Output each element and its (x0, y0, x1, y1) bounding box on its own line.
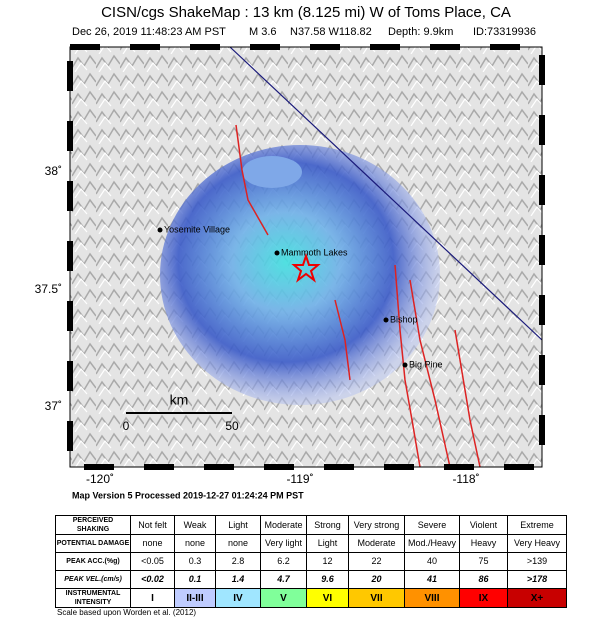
table-cell: 2.8 (215, 552, 261, 571)
lat-label: 37.5˚ (35, 282, 62, 296)
table-cell: 86 (459, 570, 508, 589)
scale-unit: km (170, 392, 189, 408)
table-cell: Severe (404, 515, 460, 535)
table-cell: none (215, 534, 261, 553)
place-dot (402, 362, 408, 368)
boundary (229, 46, 543, 341)
place-label: Big Pine (409, 359, 443, 369)
table-row: PERCEIVED SHAKING Not felt Weak Light Modera… (55, 515, 567, 535)
table-cell: Weak (174, 515, 216, 535)
frame (69, 46, 543, 468)
event-id: ID:73319936 (473, 26, 536, 38)
row-label: INSTRUMENTAL INTENSITY (55, 588, 131, 608)
epicenter (291, 252, 321, 283)
table-row: PEAK ACC.(%g) <0.05 0.3 2.8 6.2 12 22 40 75 >139 (55, 552, 567, 571)
table-cell: Moderate (348, 534, 405, 553)
place-label: Yosemite Village (164, 224, 230, 234)
scale-bar: km 0 50 (123, 392, 239, 433)
table-cell: Very light (260, 534, 307, 553)
scale-end: 50 (225, 419, 239, 433)
table-cell: 12 (306, 552, 349, 571)
faults (235, 124, 481, 468)
lon-label: -118˚ (452, 472, 479, 486)
table-cell: VI (306, 588, 349, 608)
table-cell: VIII (404, 588, 460, 608)
table-cell: none (174, 534, 216, 553)
table-cell: IX (459, 588, 508, 608)
table-cell: >178 (507, 570, 567, 589)
place-dot (383, 317, 389, 323)
place-dot (274, 250, 280, 256)
table-cell: 20 (348, 570, 405, 589)
row-label: PERCEIVED SHAKING (55, 515, 131, 535)
intensity-table: PERCEIVED SHAKING Not felt Weak Light Modera… (55, 515, 567, 608)
table-cell: 0.3 (174, 552, 216, 571)
table-cell: Not felt (130, 515, 175, 535)
depth: Depth: 9.9km (388, 26, 453, 38)
table-cell: Extreme (507, 515, 567, 535)
note: Scale based upon Worden et al. (2012) (57, 608, 197, 617)
title: CISN/cgs ShakeMap : 13 km (8.125 mi) W o… (101, 4, 511, 21)
scale-start: 0 (123, 419, 130, 433)
table-row: PEAK VEL.(cm/s) <0.02 0.1 1.4 4.7 9.6 20 41 86 >1… (55, 570, 567, 589)
table-cell: Moderate (260, 515, 307, 535)
lat-label: 37˚ (45, 399, 62, 413)
lon-label: -120˚ (86, 472, 114, 486)
table-cell: <0.02 (130, 570, 175, 589)
table-cell: VII (348, 588, 405, 608)
table-row: INSTRUMENTAL INTENSITY I II-III IV V VI VII VII… (55, 588, 567, 608)
lon-label: -119˚ (286, 472, 313, 486)
table-cell: 41 (404, 570, 460, 589)
version: Map Version 5 Processed 2019-12-27 01:24… (72, 490, 304, 500)
table-cell: Light (306, 534, 349, 553)
table-cell: 6.2 (260, 552, 307, 571)
table-cell: Heavy (459, 534, 508, 553)
table-cell: II-III (174, 588, 216, 608)
place-dot (157, 227, 163, 233)
table-cell: Mod./Heavy (404, 534, 460, 553)
shakemap: CISN/cgs ShakeMap : 13 km (8.125 mi) W o… (35, 4, 545, 500)
table-cell: Light (215, 515, 261, 535)
table-cell: none (130, 534, 175, 553)
table-cell: IV (215, 588, 261, 608)
row-label: PEAK ACC.(%g) (55, 552, 131, 571)
table-cell: 1.4 (215, 570, 261, 589)
table-cell: 0.1 (174, 570, 216, 589)
table-cell: V (260, 588, 307, 608)
lat-label: 38˚ (45, 164, 62, 178)
subtitle: Dec 26, 2019 11:48:23 AM PST M 3.6 N37.5… (72, 26, 536, 38)
lake (242, 156, 302, 188)
location: N37.58 W118.82 (290, 26, 372, 38)
magnitude: M 3.6 (249, 26, 277, 38)
table-cell: Very strong (348, 515, 405, 535)
places: Yosemite Village Mammoth Lakes Bishop Bi… (157, 224, 443, 369)
table-cell: Very Heavy (507, 534, 567, 553)
lon-labels: -120˚ -119˚ -118˚ (86, 472, 480, 486)
table-cell: >139 (507, 552, 567, 571)
row-label: POTENTIAL DAMAGE (55, 534, 131, 553)
table-cell: I (130, 588, 175, 608)
table-cell: 22 (348, 552, 405, 571)
table-row: POTENTIAL DAMAGE none none none Very light Li… (55, 534, 567, 553)
place-label: Mammoth Lakes (281, 247, 348, 257)
table-cell: X+ (507, 588, 567, 608)
lat-labels: 38˚ 37.5˚ 37˚ (35, 164, 62, 413)
table-cell: <0.05 (130, 552, 175, 571)
table-cell: 9.6 (306, 570, 349, 589)
place-label: Bishop (390, 314, 418, 324)
table-cell: Strong (306, 515, 349, 535)
table-cell: 75 (459, 552, 508, 571)
table-cell: 4.7 (260, 570, 307, 589)
date: Dec 26, 2019 11:48:23 AM PST (72, 26, 226, 38)
table-cell: Violent (459, 515, 508, 535)
table-cell: 40 (404, 552, 460, 571)
row-label: PEAK VEL.(cm/s) (55, 570, 131, 589)
